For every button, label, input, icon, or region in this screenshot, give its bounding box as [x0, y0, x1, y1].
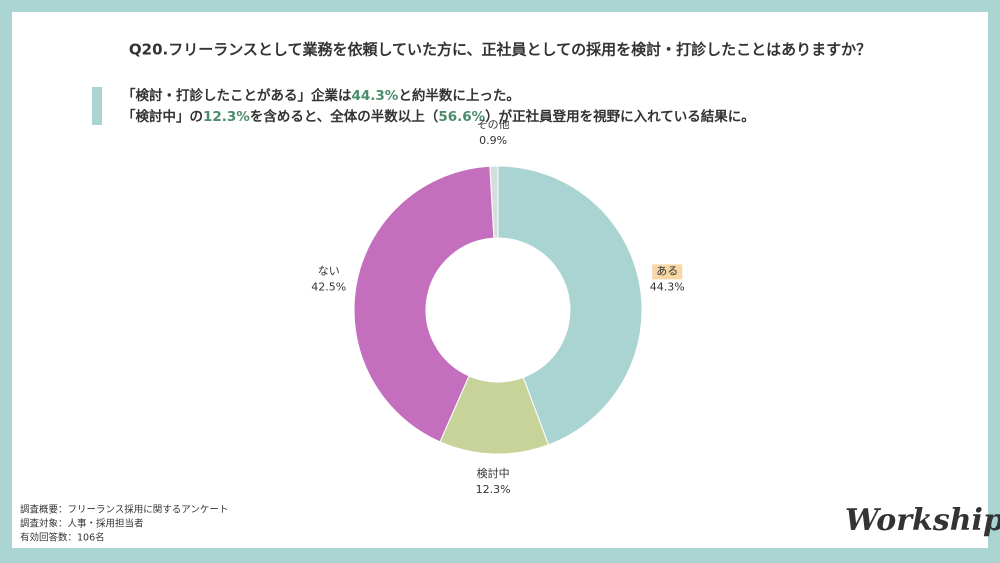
value-label: 44.3% [650, 280, 685, 293]
donut-slice [353, 165, 495, 443]
donut-slice [497, 165, 643, 446]
panel [12, 12, 988, 548]
subtitle-text: ）が正社員登用を視野に入れている結果に。 [485, 108, 755, 125]
subtitle-text: 「検討中」の [122, 108, 203, 125]
subtitle-highlight: 56.6% [438, 109, 485, 125]
subtitle-text: と約半数に上った。 [398, 87, 520, 104]
value-label: 0.9% [479, 134, 507, 147]
value-label: 42.5% [311, 280, 346, 293]
subtitle-text: を含めると、全体の半数以上（ [250, 108, 439, 125]
subtitle-highlight: 12.3% [203, 109, 250, 125]
label-highlight [652, 264, 683, 280]
chart-title: Q20.フリーランスとして業務を依頼していた方に、正社員としての採用を検討・打診… [129, 41, 871, 59]
category-label: 検討中 [477, 466, 510, 480]
category-label: ない [318, 264, 340, 277]
footnote: 有効回答数：106名 [20, 532, 105, 544]
category-label: ある [656, 264, 678, 277]
value-label: 12.3% [476, 483, 511, 496]
subtitle: 「検討・打診したことがある」企業は44.3%と約半数に上った。 [122, 87, 520, 104]
donut-slice [489, 165, 499, 239]
subtitle-bar [92, 87, 102, 125]
footnote: 調査対象：人事・採用担当者 [20, 518, 144, 530]
subtitle-text: 「検討・打診したことがある」企業は [122, 87, 352, 104]
category-label: その他 [477, 118, 510, 131]
subtitle: 「検討中」の12.3%を含めると、全体の半数以上（56.6%）が正社員登用を視野… [122, 108, 755, 125]
footnote: 調査概要：フリーランス採用に関するアンケート [20, 504, 228, 516]
subtitle-highlight: 44.3% [352, 88, 399, 104]
logo: Workship [845, 503, 1000, 538]
